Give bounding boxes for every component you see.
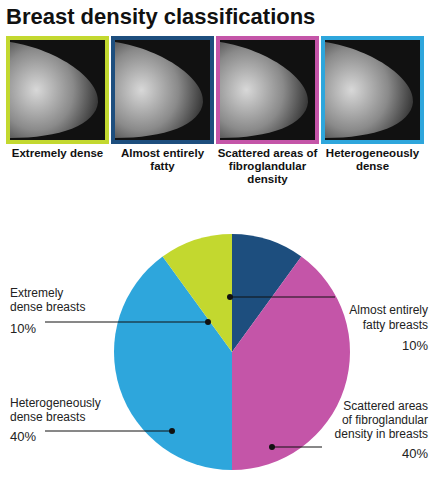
svg-text:40%: 40% [402,446,424,461]
svg-text:Almost entirely: Almost entirely [349,303,424,317]
svg-text:density in breasts: density in breasts [335,427,424,441]
svg-text:40%: 40% [10,429,36,444]
svg-text:of fibroglandular: of fibroglandular [342,413,424,427]
svg-text:Extremely: Extremely [10,286,63,300]
svg-text:Scattered areas: Scattered areas [343,399,424,413]
svg-text:10%: 10% [10,321,36,336]
html-text:Breast density classifications: Breast density classifications [6,4,316,29]
svg-text:dense breasts: dense breasts [10,300,85,314]
html-text:Extremely dense: Extremely dense [11,147,104,159]
svg-text:fatty breasts: fatty breasts [363,318,424,332]
html-text:Heterogeneously dense: Heterogeneously dense [325,147,420,172]
html-text:Scattered areas of fibroglandu: Scattered areas of fibroglandular densit… [217,147,318,185]
html-text:Almost entirely fatty: Almost entirely fatty [121,147,204,172]
svg-text:10%: 10% [402,338,424,353]
svg-text:dense breasts: dense breasts [10,410,85,424]
svg-text:Heterogeneously: Heterogeneously [10,396,101,410]
